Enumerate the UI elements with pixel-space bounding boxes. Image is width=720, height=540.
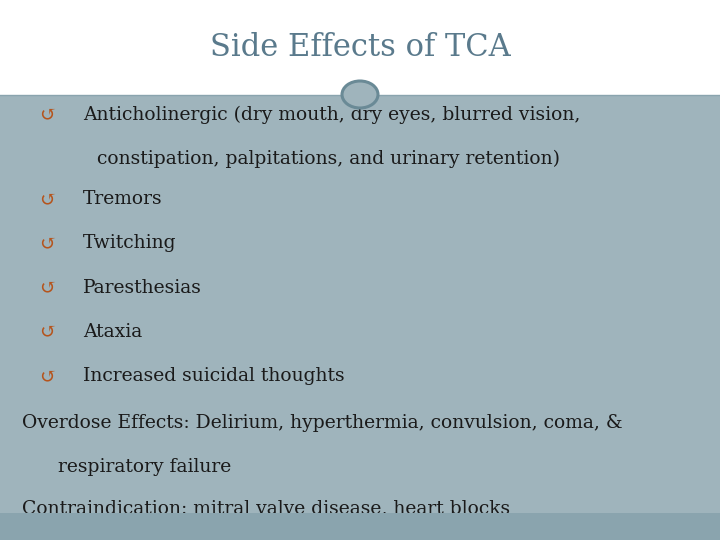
Text: ↺: ↺	[40, 105, 56, 124]
Text: constipation, palpitations, and urinary retention): constipation, palpitations, and urinary …	[97, 150, 560, 168]
Text: Side Effects of TCA: Side Effects of TCA	[210, 32, 510, 63]
Text: ↺: ↺	[40, 279, 56, 298]
Text: Twitching: Twitching	[83, 234, 176, 252]
Text: Paresthesias: Paresthesias	[83, 279, 202, 296]
Text: respiratory failure: respiratory failure	[58, 458, 231, 476]
Text: ↺: ↺	[40, 234, 56, 253]
Text: Anticholinergic (dry mouth, dry eyes, blurred vision,: Anticholinergic (dry mouth, dry eyes, bl…	[83, 105, 580, 124]
Text: ↺: ↺	[40, 190, 56, 209]
Text: Tremors: Tremors	[83, 190, 163, 208]
Text: Increased suicidal thoughts: Increased suicidal thoughts	[83, 367, 344, 385]
Text: ↺: ↺	[40, 323, 56, 342]
Text: Ataxia: Ataxia	[83, 323, 142, 341]
Text: Overdose Effects: Delirium, hyperthermia, convulsion, coma, &: Overdose Effects: Delirium, hyperthermia…	[22, 414, 622, 432]
Text: ↺: ↺	[40, 367, 56, 386]
Text: Contraindication: mitral valve disease, heart blocks: Contraindication: mitral valve disease, …	[22, 499, 510, 517]
